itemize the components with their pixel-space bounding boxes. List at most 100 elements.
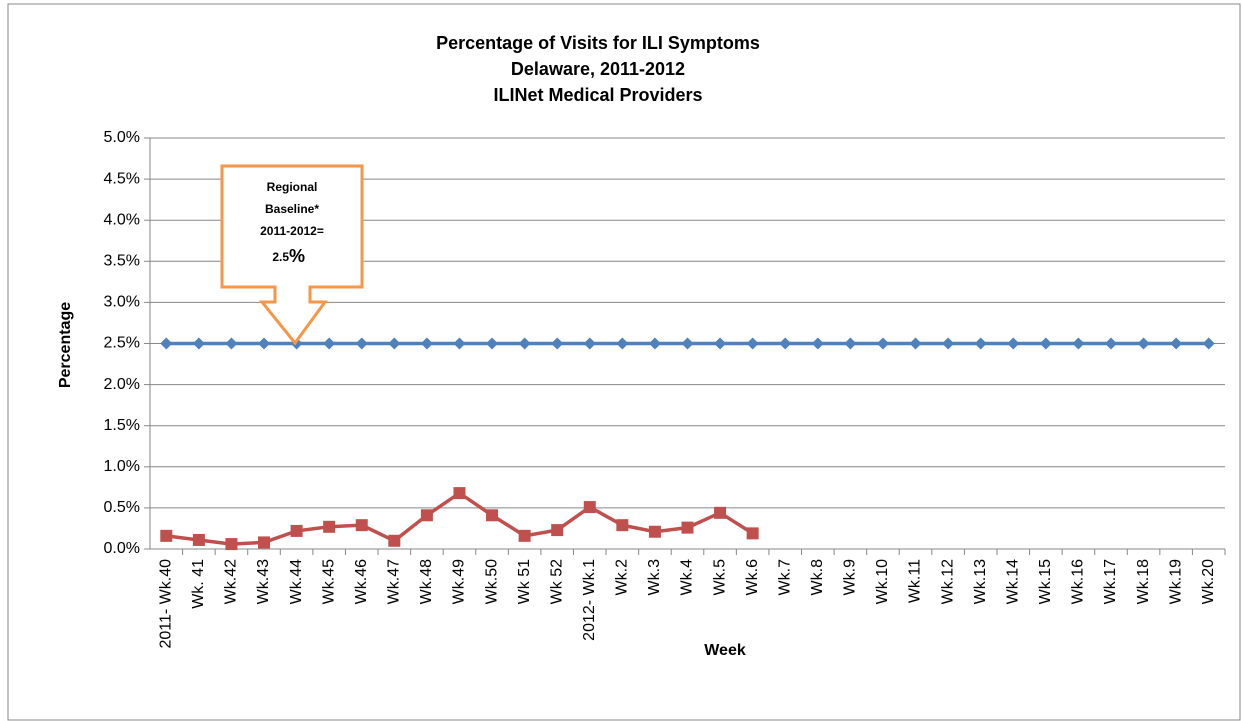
x-tick-label: Wk.8 xyxy=(809,559,826,596)
marker xyxy=(420,337,433,350)
x-tick-label: Wk.6 xyxy=(744,559,761,596)
x-tick-label: Wk.11 xyxy=(907,559,924,603)
y-tick-label: 5.0% xyxy=(104,129,140,146)
y-axis-title: Percentage xyxy=(57,302,74,388)
x-tick-label: Wk.9 xyxy=(842,559,859,596)
x-tick-label: Wk.2 xyxy=(614,559,631,596)
x-tick-label: 2012- Wk.1 xyxy=(581,559,598,641)
x-tick-label: Wk.5 xyxy=(711,559,728,596)
marker xyxy=(583,501,596,514)
y-tick-label: 3.0% xyxy=(104,294,140,311)
marker xyxy=(453,487,466,500)
marker xyxy=(225,337,238,350)
marker xyxy=(486,337,499,350)
x-tick-label: Wk.45 xyxy=(320,559,337,604)
x-tick-label: Wk.10 xyxy=(874,559,891,604)
marker xyxy=(1170,337,1183,350)
marker xyxy=(192,337,205,350)
marker xyxy=(648,337,661,350)
marker xyxy=(714,506,727,519)
x-tick-label: Wk 52 xyxy=(548,559,565,604)
marker xyxy=(616,337,629,350)
x-tick-label: Wk.49 xyxy=(451,559,468,604)
x-tick-label: Wk.15 xyxy=(1037,559,1054,604)
y-tick-label: 2.0% xyxy=(104,376,140,393)
marker xyxy=(746,527,759,540)
x-tick-label: Wk.4 xyxy=(679,559,696,596)
x-tick-label: Wk.13 xyxy=(972,559,989,604)
x-axis-title: Week xyxy=(704,642,746,659)
x-tick-label: Wk. 41 xyxy=(190,559,207,609)
chart-frame xyxy=(7,3,1241,721)
marker xyxy=(583,337,596,350)
marker xyxy=(453,337,466,350)
marker xyxy=(1007,337,1020,350)
marker xyxy=(486,509,499,522)
x-tick-label: Wk.18 xyxy=(1135,559,1152,604)
marker xyxy=(648,525,661,538)
x-tick-label: Wk.47 xyxy=(386,559,403,604)
marker xyxy=(258,536,271,549)
x-tick-label: Wk.19 xyxy=(1167,559,1184,604)
marker xyxy=(518,337,531,350)
x-tick-label: 2011- Wk.40 xyxy=(158,559,175,649)
x-tick-label: Wk.46 xyxy=(353,559,370,604)
x-tick-label: Wk.48 xyxy=(418,559,435,604)
y-tick-label: 1.0% xyxy=(104,458,140,475)
marker xyxy=(616,519,629,532)
callout xyxy=(220,164,364,346)
x-tick-label: Wk.7 xyxy=(776,559,793,596)
marker xyxy=(876,337,889,350)
y-tick-label: 4.0% xyxy=(104,211,140,228)
x-tick-label: Wk.3 xyxy=(646,559,663,596)
marker xyxy=(160,529,173,542)
marker xyxy=(1104,337,1117,350)
marker xyxy=(355,337,368,350)
callout-text: Regional xyxy=(267,180,318,194)
x-tick-label: Wk.42 xyxy=(223,559,240,604)
marker xyxy=(225,538,238,551)
marker xyxy=(388,534,401,547)
y-tick-label: 0.0% xyxy=(104,540,140,557)
callout-text: 2011-2012= xyxy=(260,224,324,238)
marker xyxy=(1039,337,1052,350)
marker xyxy=(323,337,336,350)
x-tick-label: Wk.17 xyxy=(1102,559,1119,604)
marker xyxy=(681,337,694,350)
marker xyxy=(192,533,205,546)
chart-subtitle: Delaware, 2011-2012 xyxy=(511,59,685,79)
marker xyxy=(1072,337,1085,350)
marker xyxy=(974,337,987,350)
callout-value: 2.5 xyxy=(272,250,289,264)
marker xyxy=(681,521,694,534)
marker xyxy=(811,337,824,350)
marker xyxy=(518,529,531,542)
marker xyxy=(746,337,759,350)
marker xyxy=(551,524,564,537)
x-tick-label: Wk.43 xyxy=(255,559,272,604)
marker xyxy=(551,337,564,350)
marker xyxy=(323,520,336,533)
x-tick-label: Wk.44 xyxy=(288,559,305,604)
x-tick-label: Wk.12 xyxy=(939,559,956,604)
callout-unit: % xyxy=(289,246,305,266)
marker xyxy=(388,337,401,350)
x-tick-label: Wk.14 xyxy=(1004,559,1021,604)
marker xyxy=(714,337,727,350)
marker xyxy=(1202,337,1215,350)
y-tick-label: 1.5% xyxy=(104,417,140,434)
x-tick-label: Wk.16 xyxy=(1070,559,1087,604)
chart-title: Percentage of Visits for ILI Symptoms xyxy=(436,33,760,53)
marker xyxy=(942,337,955,350)
x-tick-label: Wk 51 xyxy=(516,559,533,604)
y-tick-label: 3.5% xyxy=(104,253,140,270)
callout-text: Baseline* xyxy=(265,202,319,216)
marker xyxy=(290,524,303,537)
marker xyxy=(1137,337,1150,350)
marker xyxy=(355,519,368,532)
y-tick-label: 0.5% xyxy=(104,499,140,516)
marker xyxy=(258,337,271,350)
marker xyxy=(844,337,857,350)
x-tick-label: Wk.20 xyxy=(1200,559,1217,604)
